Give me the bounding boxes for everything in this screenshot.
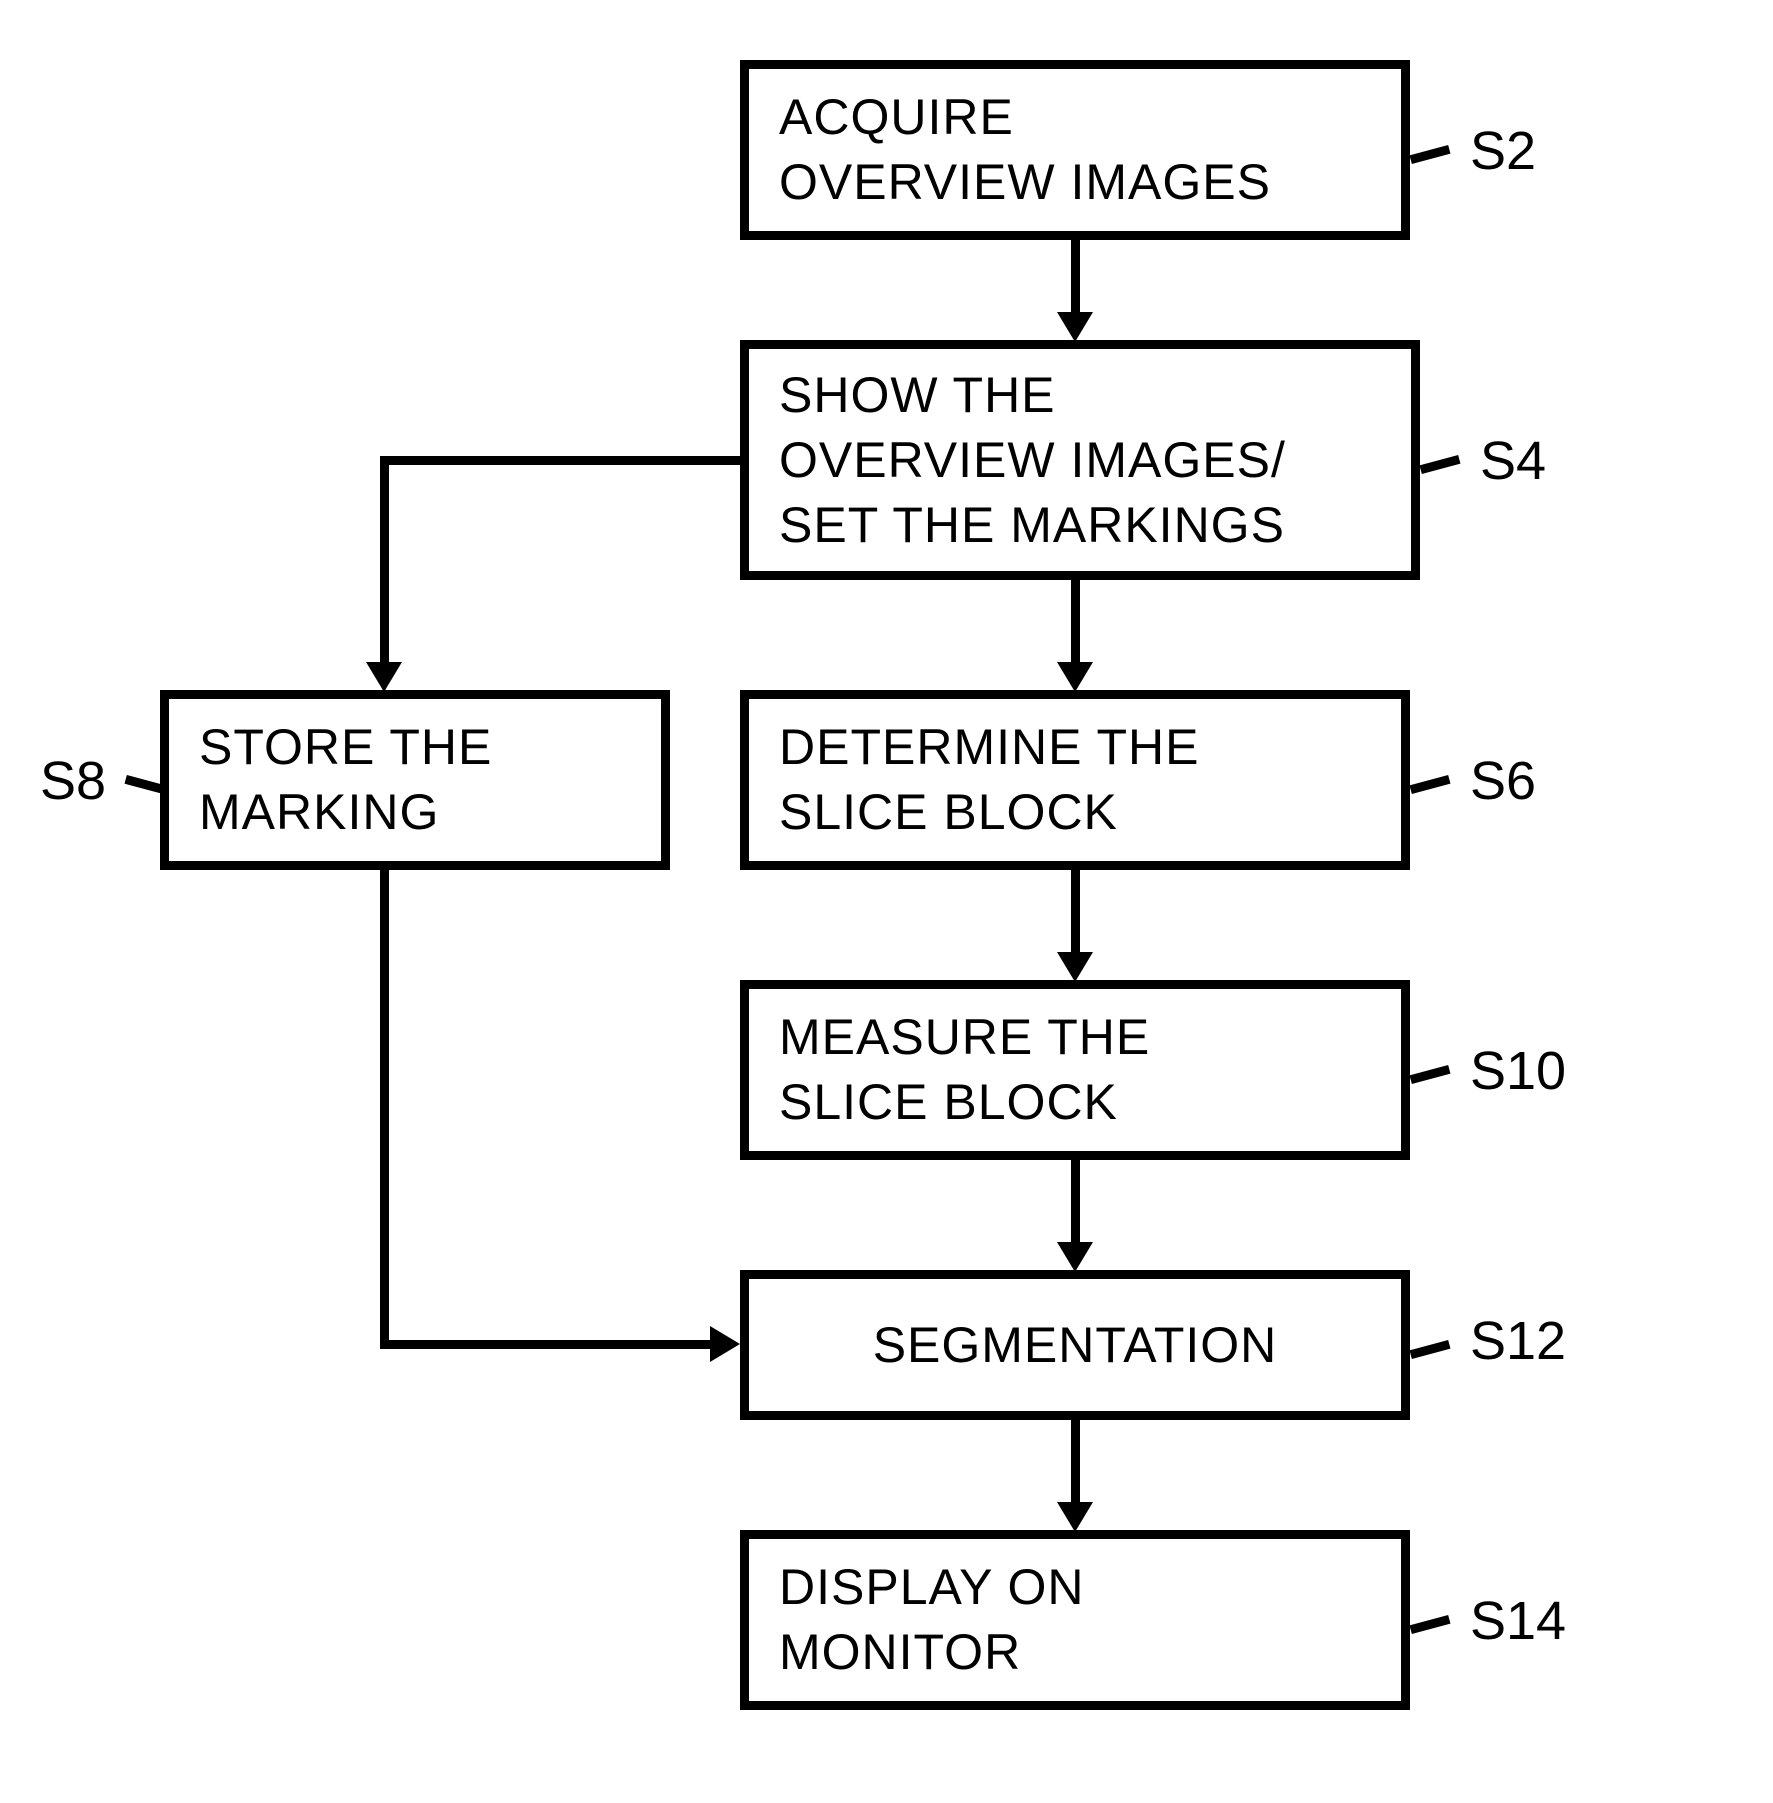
flow-box-text: DETERMINE THE SLICE BLOCK [779,715,1199,845]
flow-box-text: MEASURE THE SLICE BLOCK [779,1005,1150,1135]
arrow-s8-s12 [710,1326,740,1362]
label-tick-s6 [1410,775,1451,794]
flow-box-text: DISPLAY ON MONITOR [779,1555,1084,1685]
flow-box-text: STORE THE MARKING [199,715,492,845]
step-label-s2: S2 [1470,120,1536,182]
flow-box-text: SEGMENTATION [873,1313,1278,1378]
label-tick-s12 [1410,1340,1451,1359]
arrow-s10-s12 [1057,1242,1093,1272]
connector-s10-s12 [1071,1160,1080,1250]
step-label-s4: S4 [1480,430,1546,492]
step-label-s10: S10 [1470,1040,1566,1102]
arrow-s4-s6 [1057,662,1093,692]
flow-box-s4: SHOW THE OVERVIEW IMAGES/ SET THE MARKIN… [740,340,1420,580]
arrow-s4-s8 [366,662,402,692]
label-tick-s10 [1410,1065,1451,1084]
flowchart-container: ACQUIRE OVERVIEW IMAGES S2 SHOW THE OVER… [0,0,1773,1803]
flow-box-text: SHOW THE OVERVIEW IMAGES/ SET THE MARKIN… [779,363,1286,558]
flow-box-s12: SEGMENTATION [740,1270,1410,1420]
label-tick-s4 [1420,455,1461,474]
flow-box-text: ACQUIRE OVERVIEW IMAGES [779,85,1271,215]
connector-s4-s6 [1071,580,1080,670]
step-label-s14: S14 [1470,1590,1566,1652]
connector-s4-s8-h [380,456,740,465]
connector-s8-s12-v [380,870,389,1349]
connector-s12-s14 [1071,1420,1080,1510]
arrow-s2-s4 [1057,312,1093,342]
arrow-s6-s10 [1057,952,1093,982]
connector-s6-s10 [1071,870,1080,960]
label-tick-s14 [1410,1615,1451,1634]
step-label-s12: S12 [1470,1310,1566,1372]
flow-box-s6: DETERMINE THE SLICE BLOCK [740,690,1410,870]
connector-s4-s8-v [380,456,389,670]
connector-s2-s4 [1071,240,1080,320]
arrow-s12-s14 [1057,1502,1093,1532]
step-label-s6: S6 [1470,750,1536,812]
flow-box-s2: ACQUIRE OVERVIEW IMAGES [740,60,1410,240]
flow-box-s10: MEASURE THE SLICE BLOCK [740,980,1410,1160]
flow-box-s14: DISPLAY ON MONITOR [740,1530,1410,1710]
connector-s8-s12-h [380,1340,715,1349]
step-label-s8: S8 [40,750,106,812]
label-tick-s2 [1410,145,1451,164]
flow-box-s8: STORE THE MARKING [160,690,670,870]
